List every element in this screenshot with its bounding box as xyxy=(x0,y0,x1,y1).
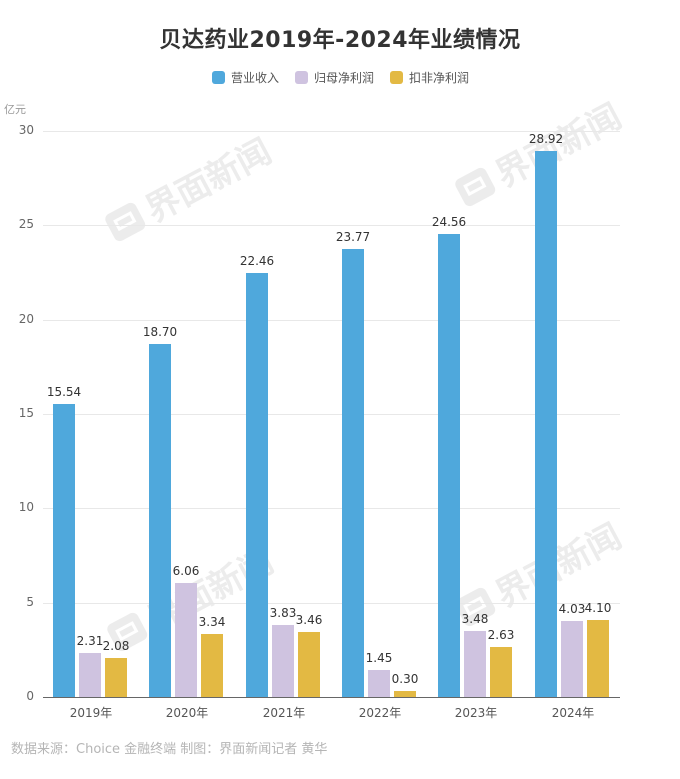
x-tick-label: 2021年 xyxy=(262,706,306,720)
bar-value-label: 3.48 xyxy=(461,612,489,626)
watermark-logo-icon xyxy=(452,165,498,208)
bar-net-profit[interactable] xyxy=(561,621,583,697)
legend-swatch-revenue xyxy=(212,70,225,84)
bar-adjusted-net-profit[interactable] xyxy=(490,647,512,697)
bar-adjusted-net-profit[interactable] xyxy=(201,634,223,697)
y-tick-label: 25 xyxy=(18,217,34,231)
bar-value-label: 2.08 xyxy=(102,639,130,653)
source-note: 数据来源：Choice 金融终端 制图：界面新闻记者 黄华 xyxy=(11,742,328,757)
bar-net-profit[interactable] xyxy=(464,631,486,697)
bar-revenue[interactable] xyxy=(342,249,364,697)
bar-value-label: 4.10 xyxy=(584,601,612,615)
y-tick-label: 15 xyxy=(18,406,34,420)
legend-item-net-profit[interactable]: 归母净利润 xyxy=(295,68,374,86)
x-tick-label: 2019年 xyxy=(69,706,113,720)
gridline xyxy=(43,320,620,321)
bar-value-label: 24.56 xyxy=(431,215,467,229)
bar-value-label: 23.77 xyxy=(335,230,371,244)
bar-value-label: 22.46 xyxy=(239,254,275,268)
chart-legend: 营业收入 归母净利润 扣非净利润 xyxy=(0,68,680,86)
bar-adjusted-net-profit[interactable] xyxy=(298,632,320,697)
gridline xyxy=(43,414,620,415)
bar-value-label: 2.31 xyxy=(76,634,104,648)
bar-adjusted-net-profit[interactable] xyxy=(394,691,416,697)
bar-value-label: 2.63 xyxy=(487,628,515,642)
y-tick-label: 10 xyxy=(18,500,34,514)
bar-revenue[interactable] xyxy=(246,273,268,697)
chart-title: 贝达药业2019年-2024年业绩情况 xyxy=(159,28,521,53)
bar-net-profit[interactable] xyxy=(79,653,101,697)
bar-net-profit[interactable] xyxy=(272,625,294,697)
legend-label-revenue: 营业收入 xyxy=(231,70,280,85)
gridline xyxy=(43,131,620,132)
bar-adjusted-net-profit[interactable] xyxy=(105,658,127,697)
watermark-logo-icon xyxy=(102,200,148,243)
bar-value-label: 18.70 xyxy=(142,325,178,339)
legend-label-adjusted-net-profit: 扣非净利润 xyxy=(409,70,470,85)
legend-item-revenue[interactable]: 营业收入 xyxy=(212,68,279,86)
y-tick-label: 5 xyxy=(26,595,34,609)
x-tick-label: 2023年 xyxy=(454,706,498,720)
legend-swatch-net-profit xyxy=(295,70,308,84)
x-axis-line xyxy=(43,697,620,698)
bar-value-label: 6.06 xyxy=(172,564,200,578)
legend-item-adjusted-net-profit[interactable]: 扣非净利润 xyxy=(390,68,469,86)
gridline xyxy=(43,508,620,509)
bar-value-label: 15.54 xyxy=(46,385,82,399)
bar-value-label: 3.34 xyxy=(198,615,226,629)
gridline xyxy=(43,603,620,604)
x-tick-label: 2024年 xyxy=(551,706,595,720)
bar-revenue[interactable] xyxy=(149,344,171,697)
legend-swatch-adjusted-net-profit xyxy=(390,70,403,84)
bar-net-profit[interactable] xyxy=(175,583,197,697)
bar-value-label: 3.83 xyxy=(269,606,297,620)
bar-revenue[interactable] xyxy=(53,404,75,697)
bar-value-label: 0.30 xyxy=(391,672,419,686)
y-tick-label: 20 xyxy=(18,312,34,326)
gridline xyxy=(43,225,620,226)
y-tick-label: 30 xyxy=(18,123,34,137)
y-axis-unit: 亿元 xyxy=(4,103,26,116)
x-tick-label: 2020年 xyxy=(165,706,209,720)
x-tick-label: 2022年 xyxy=(358,706,402,720)
bar-revenue[interactable] xyxy=(438,234,460,697)
watermark: 界面新闻 xyxy=(98,124,278,251)
y-tick-label: 0 xyxy=(26,689,34,703)
bar-adjusted-net-profit[interactable] xyxy=(587,620,609,697)
bar-value-label: 1.45 xyxy=(365,651,393,665)
bar-net-profit[interactable] xyxy=(368,670,390,697)
bar-value-label: 4.03 xyxy=(558,602,586,616)
bar-value-label: 28.92 xyxy=(528,132,564,146)
bar-value-label: 3.46 xyxy=(295,613,323,627)
bar-revenue[interactable] xyxy=(535,151,557,697)
legend-label-net-profit: 归母净利润 xyxy=(314,70,375,85)
